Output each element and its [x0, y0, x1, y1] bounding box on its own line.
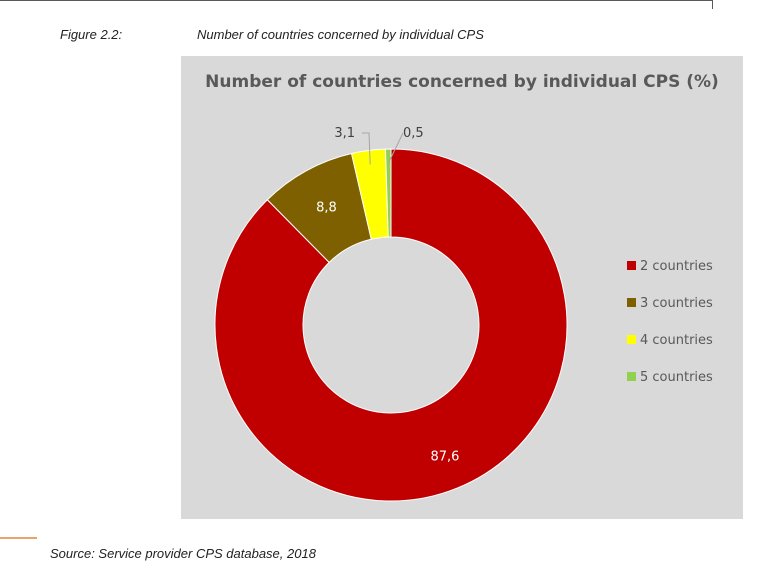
donut-slice-2-countries	[214, 148, 568, 502]
data-label-2-countries: 87,6	[430, 449, 459, 464]
leader-line-5-countries	[388, 132, 404, 164]
legend-label-5-countries: 5 countries	[640, 370, 713, 385]
data-label-4-countries: 3,1	[334, 126, 355, 141]
donut-slice-5-countries	[384, 148, 392, 238]
chart-area: Number of countries concerned by individ…	[181, 56, 743, 519]
data-label-5-countries: 0,5	[403, 126, 424, 141]
legend-label-3-countries: 3 countries	[640, 296, 713, 311]
legend-swatch-4-countries	[627, 335, 636, 344]
data-label-3-countries: 8,8	[316, 201, 337, 216]
legend-label-4-countries: 4 countries	[640, 333, 713, 348]
page-border-accent	[0, 537, 37, 539]
figure-caption: Number of countries concerned by individ…	[197, 27, 484, 42]
leader-line-4-countries	[362, 132, 371, 165]
legend-swatch-5-countries	[627, 372, 636, 381]
chart-title: Number of countries concerned by individ…	[205, 72, 719, 92]
page-border-right	[712, 0, 713, 9]
legend-swatch-3-countries	[627, 298, 636, 307]
figure-label: Figure 2.2:	[60, 27, 123, 42]
legend-swatch-2-countries	[627, 261, 636, 270]
page-border-top	[0, 0, 712, 1]
legend-label-2-countries: 2 countries	[640, 259, 713, 274]
source-note: Source: Service provider CPS database, 2…	[50, 546, 316, 561]
donut-chart: 87,6 8,8 3,1 0,5 2 countries 3 countries 4 co…	[214, 126, 713, 502]
